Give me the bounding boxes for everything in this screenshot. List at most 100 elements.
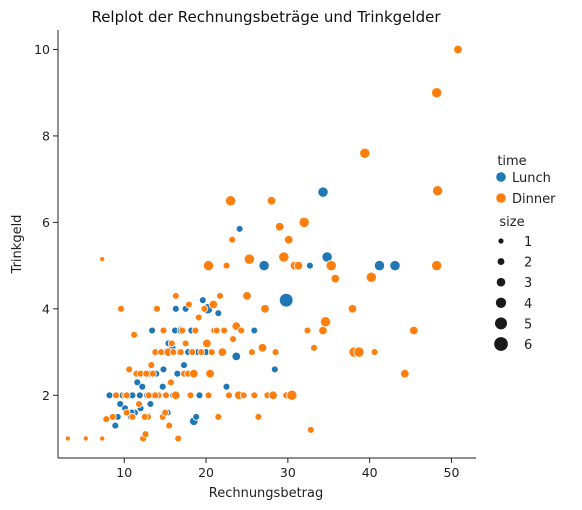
data-point-dinner: [239, 391, 248, 400]
y-tick-label: 4: [42, 301, 50, 316]
data-point-dinner: [189, 369, 199, 379]
data-point-dinner: [286, 389, 298, 401]
data-point-dinner: [112, 391, 120, 400]
x-ticks: 10 20 30 40 50: [116, 458, 459, 480]
data-point-dinner: [400, 369, 410, 379]
data-point-dinner: [431, 260, 443, 272]
data-point-dinner: [359, 147, 371, 159]
data-point-lunch: [317, 186, 329, 198]
y-ticks: 2 4 6 8 10: [34, 42, 58, 403]
data-point-dinner: [207, 348, 216, 356]
data-point-dinner: [248, 348, 256, 356]
legend-marker-lunch: [495, 171, 507, 183]
data-points: [64, 44, 463, 443]
data-point-dinner: [202, 260, 215, 272]
data-point-lunch: [389, 260, 401, 272]
data-point-dinner: [229, 335, 237, 343]
legend-size-label: 1: [524, 235, 532, 250]
data-point-dinner: [298, 216, 310, 228]
y-tick-label: 6: [42, 215, 50, 230]
data-point-dinner: [64, 435, 71, 442]
data-point-dinner: [216, 292, 224, 300]
data-point-dinner: [409, 325, 419, 336]
data-point-lunch: [173, 369, 182, 378]
data-point-dinner: [140, 413, 149, 421]
data-point-lunch: [214, 309, 223, 318]
legend-size-marker: [498, 238, 504, 244]
data-point-dinner: [220, 326, 228, 335]
data-point-dinner: [330, 273, 341, 284]
data-point-dinner: [153, 304, 161, 313]
legend-label-dinner: Dinner: [512, 192, 556, 207]
data-point-dinner: [151, 391, 160, 400]
data-point-dinner: [108, 413, 117, 421]
y-tick-label: 8: [42, 128, 50, 143]
legend-label-lunch: Lunch: [512, 171, 551, 186]
data-point-dinner: [174, 434, 183, 443]
data-point-lunch: [231, 351, 242, 362]
data-point-dinner: [102, 415, 111, 423]
data-point-dinner: [188, 348, 197, 356]
data-point-dinner: [217, 347, 228, 357]
data-point-dinner: [125, 365, 134, 374]
data-point-dinner: [212, 326, 221, 335]
data-point-dinner: [197, 348, 206, 356]
data-point-dinner: [165, 421, 174, 430]
data-point-dinner: [122, 391, 131, 400]
legend-size-marker: [496, 277, 506, 287]
data-point-dinner: [365, 271, 377, 283]
legend-size-marker: [494, 337, 508, 351]
data-point-dinner: [159, 326, 168, 335]
data-point-dinner: [257, 343, 268, 353]
data-point-dinner: [370, 348, 379, 356]
data-point-dinner: [268, 390, 278, 401]
data-point-dinner: [178, 326, 187, 335]
data-point-dinner: [260, 304, 270, 314]
data-point-dinner: [147, 361, 156, 369]
axes: [57, 30, 476, 459]
data-point-lunch: [135, 391, 144, 400]
legend-size-marker: [497, 258, 505, 266]
data-point-dinner: [284, 234, 294, 245]
data-point-lunch: [195, 391, 204, 400]
data-point-lunch: [133, 378, 142, 387]
data-point-lunch: [192, 413, 201, 421]
data-point-dinner: [99, 435, 106, 442]
data-point-dinner: [117, 304, 125, 313]
data-point-lunch: [146, 400, 155, 408]
data-point-dinner: [306, 426, 315, 434]
data-point-lunch: [138, 382, 147, 391]
legend-size-marker: [495, 297, 507, 308]
data-point-dinner: [347, 304, 358, 314]
data-point-lunch: [373, 260, 386, 272]
legend-size-label: 3: [524, 276, 532, 291]
data-point-dinner: [162, 391, 170, 400]
data-point-dinner: [128, 413, 137, 421]
data-point-dinner: [169, 348, 178, 356]
legend-size-label: 6: [524, 338, 532, 353]
data-point-dinner: [353, 346, 365, 358]
x-axis-title: Rechnungsbetrag: [209, 486, 324, 501]
data-point-dinner: [144, 391, 153, 400]
data-point-dinner: [161, 408, 170, 417]
data-point-dinner: [122, 408, 131, 417]
x-tick-label: 30: [280, 465, 296, 480]
data-point-lunch: [306, 261, 314, 270]
y-tick-label: 10: [34, 42, 50, 57]
data-point-dinner: [142, 369, 151, 378]
data-point-dinner: [149, 369, 157, 378]
x-tick-label: 50: [444, 465, 460, 480]
legend-size-label: 4: [524, 297, 532, 312]
data-point-dinner: [453, 44, 463, 55]
data-point-dinner: [202, 338, 212, 349]
data-point-lunch: [111, 421, 120, 430]
data-point-dinner: [318, 325, 328, 336]
data-point-dinner: [141, 430, 150, 439]
data-point-lunch: [258, 260, 270, 272]
y-axis-title: Trinkgeld: [10, 215, 25, 275]
data-point-dinner: [275, 221, 285, 232]
data-point-dinner: [293, 260, 304, 271]
data-point-lunch: [116, 400, 125, 408]
data-point-lunch: [278, 292, 294, 308]
data-point-dinner: [171, 292, 180, 300]
